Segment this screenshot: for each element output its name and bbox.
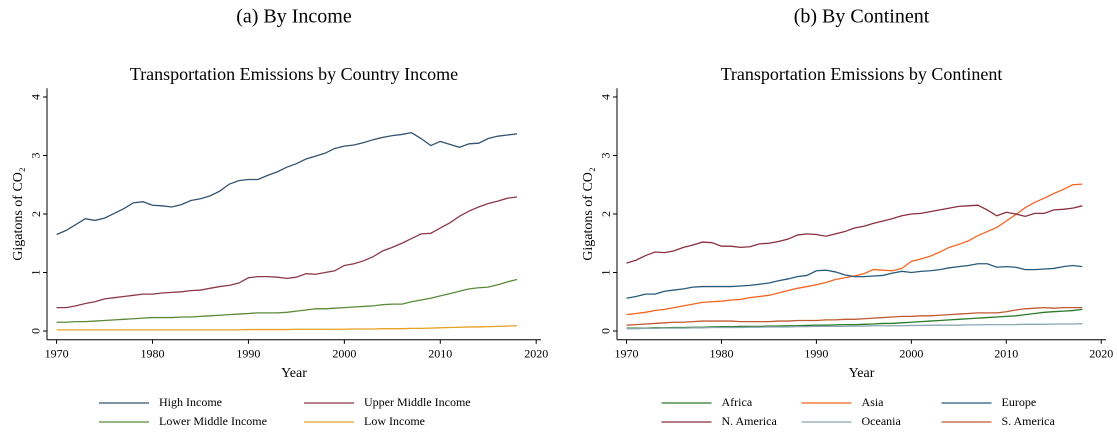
- y-axis-label: Gigatons of CO₂: [11, 167, 26, 261]
- y-tick-label: 0: [599, 328, 613, 334]
- series-line: [626, 183, 1083, 316]
- series-line: [56, 196, 518, 309]
- chart-title: Transportation Emissions by Country Inco…: [130, 64, 458, 84]
- y-tick-label: 3: [29, 152, 43, 158]
- series-line: [626, 263, 1083, 299]
- legend-label: Oceania: [862, 414, 902, 428]
- y-tick-label: 0: [29, 328, 43, 334]
- x-tick-label: 2010: [428, 347, 452, 361]
- y-tick-label: 2: [599, 211, 613, 217]
- y-tick-label: 4: [29, 94, 43, 100]
- y-tick-label: 3: [599, 152, 613, 158]
- x-tick-label: 2000: [332, 347, 356, 361]
- x-tick-label: 1980: [709, 347, 733, 361]
- panel-caption: (a) By Income: [236, 6, 352, 28]
- x-tick-label: 1980: [141, 347, 165, 361]
- x-axis-label: Year: [281, 366, 307, 381]
- y-axis-label: Gigatons of CO₂: [581, 167, 596, 261]
- series-line: [626, 204, 1083, 264]
- x-tick-label: 2000: [899, 347, 923, 361]
- x-axis-label: Year: [849, 366, 875, 381]
- y-tick-label: 4: [599, 94, 613, 100]
- legend-label: Asia: [862, 395, 885, 409]
- legend-label: Africa: [722, 395, 753, 409]
- x-tick-label: 2020: [524, 347, 548, 361]
- legend-label: Upper Middle Income: [364, 395, 471, 409]
- x-tick-label: 1970: [614, 347, 638, 361]
- y-tick-label: 1: [29, 270, 43, 276]
- chart-title: Transportation Emissions by Continent: [721, 64, 1003, 84]
- legend-label: Lower Middle Income: [159, 414, 267, 428]
- x-tick-label: 1990: [236, 347, 260, 361]
- legend-label: N. America: [722, 414, 778, 428]
- y-tick-label: 2: [29, 211, 43, 217]
- legend-label: Low Income: [364, 414, 425, 428]
- x-tick-label: 1970: [45, 347, 69, 361]
- legend-label: S. America: [1002, 414, 1056, 428]
- x-tick-label: 2010: [994, 347, 1018, 361]
- x-tick-label: 1990: [804, 347, 828, 361]
- x-tick-label: 2020: [1089, 347, 1113, 361]
- panel-caption: (b) By Continent: [794, 6, 930, 28]
- series-line: [626, 306, 1083, 326]
- y-tick-label: 1: [599, 270, 613, 276]
- legend-label: Europe: [1002, 395, 1037, 409]
- series-line: [626, 323, 1083, 330]
- series-line: [56, 325, 518, 331]
- series-line: [56, 131, 518, 236]
- legend-label: High Income: [159, 395, 222, 409]
- series-line: [56, 278, 518, 323]
